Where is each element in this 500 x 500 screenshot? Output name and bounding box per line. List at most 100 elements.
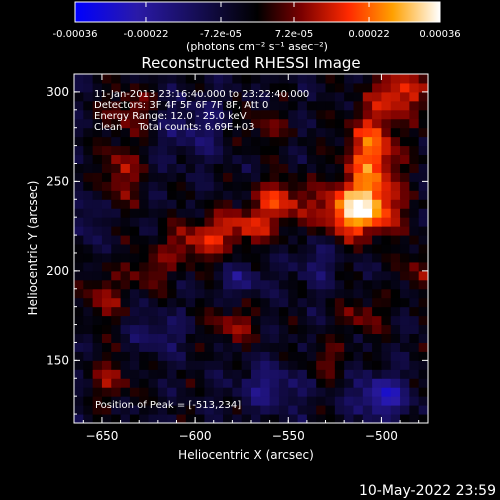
heatmap-cell — [344, 181, 354, 191]
heatmap-cell — [251, 136, 261, 147]
y-tick-label: 200 — [46, 264, 69, 278]
heatmap-cell — [381, 270, 392, 281]
heatmap-cell — [74, 91, 84, 102]
heatmap-cell — [316, 351, 327, 361]
heatmap-cell — [260, 100, 271, 111]
heatmap-cell — [418, 118, 428, 129]
heatmap-cell — [195, 82, 205, 93]
heatmap-cell — [316, 74, 327, 84]
heatmap-cell — [353, 208, 364, 218]
heatmap-cell — [251, 244, 261, 254]
heatmap-cell — [325, 288, 336, 299]
heatmap-cell — [129, 217, 140, 227]
heatmap-cell — [195, 378, 205, 388]
heatmap-cell — [278, 396, 289, 406]
colorbar: -0.00036 -0.00022 -7.2e-05 7.2e-05 0.00022 0.… — [53, 1, 461, 53]
heatmap-cell — [139, 235, 150, 245]
heatmap-cell — [390, 82, 401, 93]
heatmap-cell — [316, 172, 327, 182]
heatmap-cell — [278, 127, 289, 138]
heatmap-cell — [232, 360, 243, 370]
heatmap-cell — [400, 342, 410, 352]
heatmap-cell — [372, 74, 382, 84]
heatmap-cell — [120, 288, 131, 299]
heatmap-cell — [148, 306, 159, 317]
heatmap-cell — [400, 351, 410, 361]
heatmap-cell — [129, 118, 140, 129]
heatmap-cell — [167, 333, 177, 343]
heatmap-cell — [334, 306, 345, 317]
heatmap-cell — [297, 154, 308, 164]
heatmap-cell — [269, 315, 280, 326]
heatmap-cell — [167, 261, 177, 272]
heatmap-cell — [223, 208, 233, 218]
heatmap-cell — [400, 244, 410, 254]
heatmap-cell — [223, 217, 233, 227]
heatmap-cell — [204, 324, 215, 335]
heatmap-cell — [269, 261, 280, 272]
heatmap-cell — [409, 235, 420, 245]
heatmap-cell — [418, 405, 428, 415]
heatmap-cell — [232, 315, 243, 326]
heatmap-cell — [232, 288, 243, 299]
heatmap-cell — [390, 154, 401, 164]
x-tick-label: −500 — [365, 429, 398, 443]
heatmap-cell — [241, 199, 252, 209]
heatmap-cell — [325, 297, 336, 308]
heatmap-cell — [176, 235, 187, 245]
heatmap-cell — [409, 163, 420, 173]
heatmap-cell — [409, 351, 420, 361]
heatmap-cell — [83, 252, 94, 263]
heatmap-cell — [344, 261, 354, 272]
heatmap-cell — [306, 360, 317, 370]
heatmap-cell — [101, 270, 112, 281]
heatmap-cell — [92, 136, 103, 147]
heatmap-cell — [362, 387, 373, 397]
heatmap-cell — [139, 315, 150, 326]
heatmap-cell — [213, 127, 224, 138]
heatmap-cell — [381, 226, 392, 236]
heatmap-cell — [297, 190, 308, 200]
heatmap-cell — [306, 91, 317, 102]
heatmap-cell — [167, 396, 177, 406]
heatmap-cell — [325, 217, 336, 227]
heatmap-cell — [195, 244, 205, 254]
heatmap-cell — [288, 270, 299, 281]
heatmap-cell — [288, 342, 299, 352]
heatmap-cell — [316, 387, 327, 397]
heatmap-cell — [195, 118, 205, 129]
annotation-clean-counts: Clean Total counts: 6.69E+03 — [94, 122, 254, 133]
heatmap-cell — [111, 279, 122, 290]
heatmap-cell — [306, 100, 317, 111]
heatmap-cell — [278, 297, 289, 308]
heatmap-cell — [176, 324, 187, 335]
heatmap-cell — [92, 82, 103, 93]
heatmap-cell — [362, 306, 373, 317]
heatmap-cell — [101, 163, 112, 173]
heatmap-cell — [139, 181, 150, 191]
heatmap-cell — [418, 163, 428, 173]
heatmap-cell — [148, 208, 159, 218]
heatmap-cell — [101, 82, 112, 93]
heatmap-cell — [306, 324, 317, 335]
heatmap-cell — [288, 163, 299, 173]
heatmap-cell — [344, 127, 354, 138]
heatmap-cell — [213, 172, 224, 182]
heatmap-cell — [139, 288, 150, 299]
heatmap-cell — [241, 74, 252, 84]
heatmap-cell — [157, 333, 168, 343]
heatmap-cell — [400, 396, 410, 406]
heatmap-cell — [297, 127, 308, 138]
heatmap-cell — [213, 396, 224, 406]
heatmap-cell — [353, 324, 364, 335]
heatmap-cell — [157, 360, 168, 370]
heatmap-cell — [325, 145, 336, 156]
heatmap-cell — [74, 181, 84, 191]
heatmap-cell — [157, 297, 168, 308]
heatmap-cell — [120, 387, 131, 397]
heatmap-cell — [157, 270, 168, 281]
heatmap-cell — [344, 109, 354, 120]
heatmap-cell — [288, 74, 299, 84]
heatmap-cell — [139, 405, 150, 415]
heatmap-cell — [157, 405, 168, 415]
